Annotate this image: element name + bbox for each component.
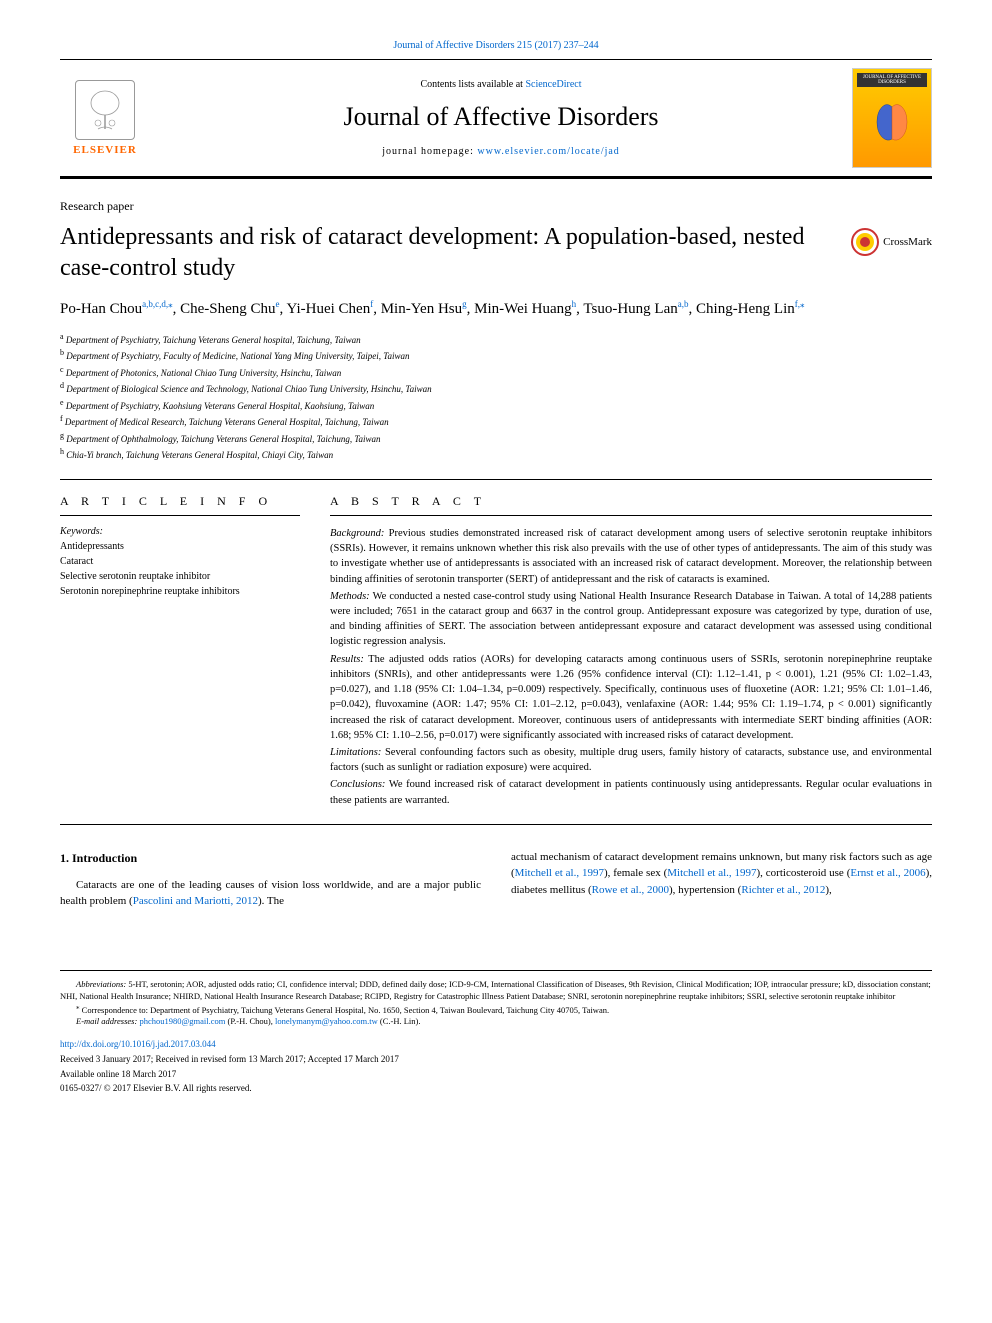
keyword-item: Antidepressants [60,539,300,554]
keyword-item: Cataract [60,554,300,569]
intro-left-column: 1. Introduction Cataracts are one of the… [60,849,481,910]
intro-text-r6: ), [825,884,831,896]
corr-marker: ⁎ [76,1003,80,1011]
header-bar: ELSEVIER Contents lists available at Sci… [60,59,932,179]
homepage-line: journal homepage: www.elsevier.com/locat… [150,146,852,157]
intro-heading: 1. Introduction [60,849,481,867]
article-title: Antidepressants and risk of cataract dev… [60,222,831,284]
available-text: Available online 18 March 2017 [60,1068,932,1081]
contents-prefix: Contents lists available at [420,79,525,90]
ref-mitchell-1[interactable]: Mitchell et al., 1997 [515,867,604,879]
conclusions-label: Conclusions: [330,779,385,790]
cover-title: JOURNAL OF AFFECTIVE DISORDERS [857,73,927,87]
author-sup: f [370,299,373,309]
received-text: Received 3 January 2017; Received in rev… [60,1053,932,1066]
keywords-list: AntidepressantsCataractSelective seroton… [60,539,300,599]
crossmark-badge[interactable]: CrossMark [851,228,932,256]
results-label: Results: [330,654,364,665]
elsevier-logo: ELSEVIER [60,68,150,168]
header-center: Contents lists available at ScienceDirec… [150,79,852,157]
abstract-column: A B S T R A C T Background: Previous stu… [330,494,932,810]
results-text: The adjusted odds ratios (AORs) for deve… [330,654,932,741]
methods-text: We conducted a nested case-control study… [330,591,932,648]
crossmark-icon [851,228,879,256]
homepage-link[interactable]: www.elsevier.com/locate/jad [477,146,619,157]
background-label: Background: [330,528,384,539]
ref-ernst[interactable]: Ernst et al., 2006 [850,867,925,879]
email-link-2[interactable]: lonelymanym@yahoo.com.tw [275,1016,378,1026]
article-type: Research paper [60,199,932,214]
journal-cover: JOURNAL OF AFFECTIVE DISORDERS [852,68,932,168]
limitations-text: Several confounding factors such as obes… [330,747,932,773]
affiliation: f Department of Medical Research, Taichu… [60,413,932,430]
ref-mitchell-2[interactable]: Mitchell et al., 1997 [667,867,756,879]
intro-right-column: actual mechanism of cataract development… [511,849,932,910]
affiliation: h Chia-Yi branch, Taichung Veterans Gene… [60,446,932,463]
author-sup: a,b [678,299,689,309]
abstract-header: A B S T R A C T [330,494,932,516]
homepage-prefix: journal homepage: [382,146,477,157]
affiliation: c Department of Photonics, National Chia… [60,364,932,381]
copyright-text: 0165-0327/ © 2017 Elsevier B.V. All righ… [60,1082,932,1095]
author: Ching-Heng Lin [696,301,795,317]
affiliation: d Department of Biological Science and T… [60,380,932,397]
intro-text-r2: ), female sex ( [604,867,667,879]
email-link-1[interactable]: phchou1980@gmail.com [139,1016,225,1026]
author-sup: h [572,299,577,309]
author-sup: g [462,299,467,309]
affiliation: e Department of Psychiatry, Kaohsiung Ve… [60,397,932,414]
author-sup: e [276,299,280,309]
crossmark-label: CrossMark [883,236,932,248]
affiliation: g Department of Ophthalmology, Taichung … [60,430,932,447]
keyword-item: Selective serotonin reuptake inhibitor [60,569,300,584]
top-citation-link[interactable]: Journal of Affective Disorders 215 (2017… [393,40,598,51]
affiliation: a Department of Psychiatry, Taichung Vet… [60,331,932,348]
elsevier-tree-icon [75,80,135,140]
author: Che-Sheng Chu [180,301,275,317]
email-label: E-mail addresses: [76,1016,137,1026]
affiliations: a Department of Psychiatry, Taichung Vet… [60,331,932,463]
corr-text: Correspondence to: Department of Psychia… [82,1004,609,1014]
background-text: Previous studies demonstrated increased … [330,528,932,585]
author-sup: a,b,c,d,⁎ [142,299,173,309]
limitations-label: Limitations: [330,747,381,758]
author: Min-Yen Hsu [381,301,462,317]
article-info-header: A R T I C L E I N F O [60,494,300,516]
doi-link[interactable]: http://dx.doi.org/10.1016/j.jad.2017.03.… [60,1039,216,1049]
affiliation: b Department of Psychiatry, Faculty of M… [60,347,932,364]
author: Yi-Huei Chen [286,301,370,317]
author: Min-Wei Huang [474,301,572,317]
author: Tsuo-Hung Lan [583,301,677,317]
contents-line: Contents lists available at ScienceDirec… [150,79,852,90]
ref-richter[interactable]: Richter et al., 2012 [741,884,825,896]
conclusions-text: We found increased risk of cataract deve… [330,779,932,805]
email-name-1: (P.-H. Chou), [228,1016,273,1026]
journal-title: Journal of Affective Disorders [150,102,852,132]
keywords-label: Keywords: [60,526,300,537]
sciencedirect-link[interactable]: ScienceDirect [525,79,581,90]
abbrev-text: 5-HT, serotonin; AOR, adjusted odds rati… [60,979,931,1001]
ref-rowe[interactable]: Rowe et al., 2000 [592,884,669,896]
footer: Abbreviations: 5-HT, serotonin; AOR, adj… [60,970,932,1095]
ref-pascolini[interactable]: Pascolini and Mariotti, 2012 [133,895,258,907]
methods-label: Methods: [330,591,370,602]
author: Po-Han Chou [60,301,142,317]
intro-text-r3: ), corticosteroid use ( [757,867,851,879]
top-citation: Journal of Affective Disorders 215 (2017… [60,40,932,51]
elsevier-text: ELSEVIER [73,144,137,156]
abbrev-label: Abbreviations: [76,979,126,989]
intro-text-2: ). The [258,895,284,907]
abstract-body: Background: Previous studies demonstrate… [330,526,932,808]
keyword-item: Serotonin norepinephrine reuptake inhibi… [60,584,300,599]
article-info-column: A R T I C L E I N F O Keywords: Antidepr… [60,494,300,810]
email-name-2: (C.-H. Lin). [380,1016,421,1026]
intro-text-r5: ), hypertension ( [669,884,741,896]
authors: Po-Han Choua,b,c,d,⁎, Che-Sheng Chue, Yi… [60,298,932,321]
author-sup: f,⁎ [795,299,805,309]
brain-icon [867,97,917,147]
